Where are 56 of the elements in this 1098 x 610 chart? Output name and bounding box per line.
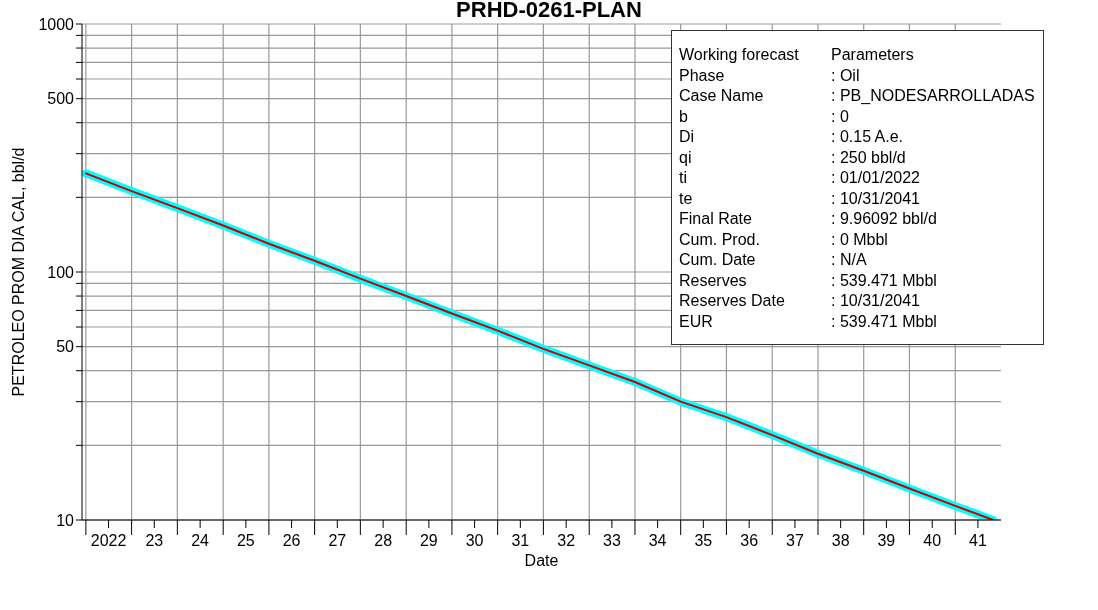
x-tick-label: 23 bbox=[145, 532, 164, 549]
x-tick-label: 32 bbox=[557, 532, 576, 549]
annotation: Final Rate bbox=[679, 209, 753, 229]
annotation: : PB_NODESARROLLADAS bbox=[831, 86, 1035, 106]
x-tick-label: 28 bbox=[374, 532, 393, 549]
x-tick-label: 39 bbox=[877, 532, 896, 549]
annotation: : 01/01/2022 bbox=[831, 168, 920, 188]
x-tick-label: 25 bbox=[236, 532, 255, 549]
y-tick-label: 1000 bbox=[38, 15, 75, 33]
annotation: : 10/31/2041 bbox=[831, 291, 920, 311]
y-axis-title: PETROLEO PROM DIA CAL, bbl/d bbox=[9, 147, 27, 397]
annotation: : 0 Mbbl bbox=[831, 229, 888, 250]
annotation: Cum. Date bbox=[679, 250, 757, 270]
annotation: Parameters bbox=[831, 45, 914, 65]
x-tick-label: 27 bbox=[328, 532, 347, 549]
annotation: : N/A bbox=[831, 250, 867, 270]
x-tick-label: 41 bbox=[969, 532, 987, 549]
y-tick-label: 10 bbox=[56, 511, 75, 529]
x-tick-label: 30 bbox=[465, 532, 484, 549]
x-tick-label: 35 bbox=[694, 532, 713, 549]
x-tick-label: 29 bbox=[419, 532, 438, 549]
x-tick-label: 31 bbox=[511, 532, 530, 549]
annotation: : Oil bbox=[831, 65, 860, 86]
annotation: Working forecast bbox=[679, 45, 800, 65]
annotation: ti bbox=[679, 168, 688, 188]
annotation: EUR bbox=[679, 311, 714, 332]
annotation: : 539.471 Mbbl bbox=[831, 311, 937, 332]
annotation: : 10/31/2041 bbox=[831, 188, 920, 209]
annotation: b bbox=[679, 106, 689, 127]
annotation: Cum. Prod. bbox=[679, 229, 761, 250]
annotation: : 539.471 Mbbl bbox=[831, 270, 937, 291]
annotation: qi bbox=[679, 147, 693, 168]
x-axis-title: Date bbox=[524, 552, 559, 569]
annotation: Phase bbox=[679, 65, 726, 86]
y-tick-label: 50 bbox=[56, 338, 75, 356]
x-tick-label: 34 bbox=[648, 532, 667, 549]
annotation: : 9.96092 bbl/d bbox=[831, 209, 937, 229]
y-tick-label: 100 bbox=[47, 263, 75, 281]
annotation: Case Name bbox=[679, 86, 765, 106]
x-tick-label: 36 bbox=[740, 532, 759, 549]
annotation: Di bbox=[679, 127, 696, 147]
chart-title: PRHD-0261-PLAN bbox=[456, 0, 642, 22]
annotation: te bbox=[679, 188, 694, 209]
x-tick-label: 24 bbox=[191, 532, 210, 549]
x-tick-label: 38 bbox=[831, 532, 850, 549]
x-tick-label: 40 bbox=[923, 532, 942, 549]
x-tick-label: 33 bbox=[603, 532, 621, 549]
annotation: Reserves bbox=[679, 270, 748, 291]
y-tick-label: 500 bbox=[47, 90, 75, 108]
x-tick-label: 26 bbox=[282, 532, 301, 549]
annotation: Reserves Date bbox=[679, 291, 786, 311]
annotation: : 0.15 A.e. bbox=[831, 127, 904, 147]
annotation: : 250 bbl/d bbox=[831, 147, 906, 168]
annotation: : 0 bbox=[831, 106, 849, 127]
x-tick-label: 2022 bbox=[90, 532, 127, 549]
x-tick-label: 37 bbox=[786, 532, 804, 549]
